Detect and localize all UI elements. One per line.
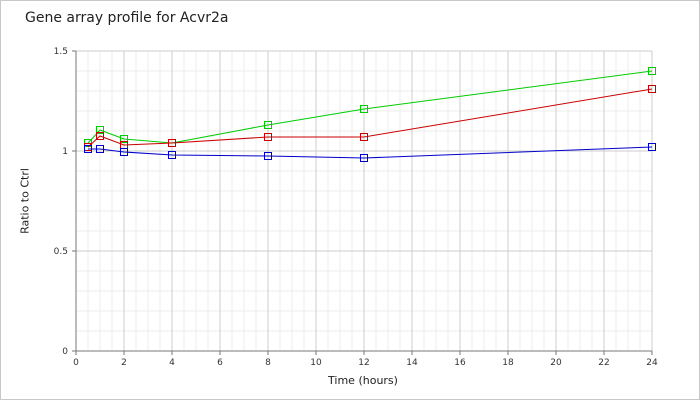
chart-title: Gene array profile for Acvr2a [25,10,229,26]
series-3-marker [84,145,92,153]
x-tick-label: 22 [598,358,609,368]
x-tick-label: 6 [217,358,223,368]
series-3-marker [264,152,272,160]
series-1-marker [96,126,104,134]
x-tick-label: 4 [169,358,175,368]
series-2-marker [360,133,368,141]
series-1-marker [120,135,128,143]
x-tick-label: 2 [121,358,127,368]
y-tick-label: 1.5 [54,47,68,57]
y-tick-label: 1 [62,147,68,157]
x-tick-label: 8 [265,358,271,368]
series-3-marker [360,154,368,162]
series-1-marker [360,105,368,113]
x-tick-label: 10 [310,358,322,368]
series-2-marker [264,133,272,141]
series-3-marker [120,148,128,156]
x-tick-label: 0 [73,358,79,368]
series-3-marker [648,143,656,151]
series-line-2 [87,88,653,148]
x-tick-label: 24 [646,358,658,368]
x-axis-label: Time (hours) [328,374,398,387]
x-tick-label: 16 [454,358,466,368]
series-line-3 [88,146,653,159]
x-tick-label: 14 [406,358,418,368]
x-tick-label: 18 [502,358,514,368]
series-1-marker [648,67,656,75]
series-3-marker [168,151,176,159]
series-2-marker [168,139,176,147]
series-3-marker [96,145,104,153]
series-1-marker [264,121,272,129]
y-tick-label: 0 [62,347,68,357]
x-tick-label: 20 [550,358,562,368]
y-tick-label: 0.5 [54,247,68,257]
x-tick-label: 12 [358,358,369,368]
series-2-marker [648,85,656,93]
series-2-marker [96,132,104,140]
